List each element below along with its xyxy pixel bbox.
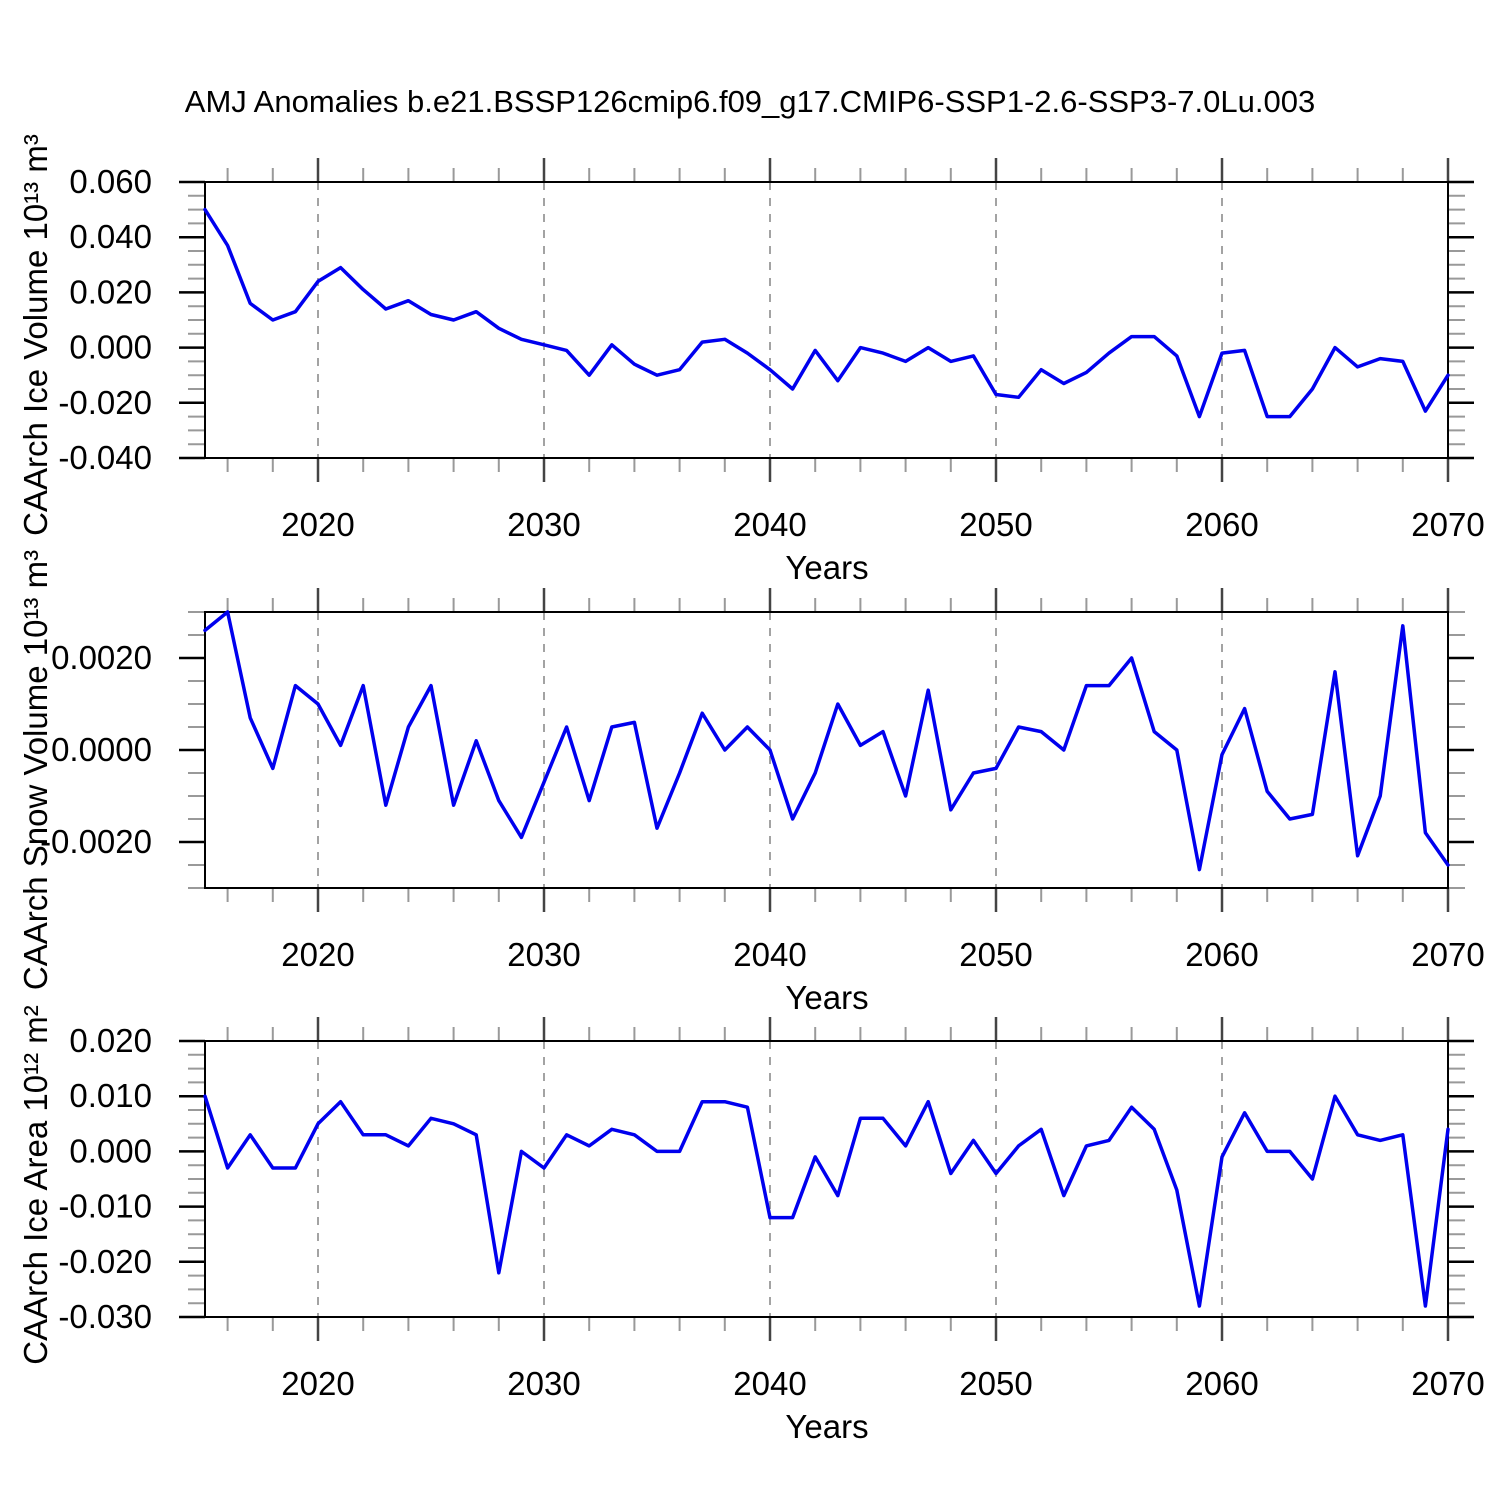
x-tick-label: 2070 [1411, 506, 1484, 543]
x-axis-label-years-middle: Years [785, 979, 869, 1016]
x-axis-label-years-top: Years [785, 549, 869, 586]
x-tick-label: 2020 [281, 936, 354, 973]
figure-title: AMJ Anomalies b.e21.BSSP126cmip6.f09_g17… [184, 84, 1316, 119]
x-tick-label: 2040 [733, 506, 806, 543]
y-tick-label: -0.0020 [40, 823, 152, 860]
plot-frame [204, 1040, 1449, 1318]
x-axis-label-years-bottom: Years [785, 1408, 869, 1445]
y-tick-label: -0.010 [58, 1188, 152, 1225]
x-tick-label: 2060 [1185, 936, 1258, 973]
x-tick-label: 2030 [507, 936, 580, 973]
x-tick-label: 2030 [507, 506, 580, 543]
y-tick-label: 0.0000 [51, 731, 152, 768]
y-tick-label: -0.030 [58, 1298, 152, 1335]
x-tick-label: 2060 [1185, 1365, 1258, 1402]
x-tick-label: 2040 [733, 936, 806, 973]
y-tick-label: -0.020 [58, 384, 152, 421]
y-tick-label: 0.020 [69, 1022, 152, 1059]
plot-frame [204, 181, 1449, 459]
data-series-line [203, 207, 1450, 419]
data-series-line [203, 1094, 1450, 1308]
y-tick-label: -0.040 [58, 439, 152, 476]
x-tick-label: 2050 [959, 936, 1032, 973]
y-tick-label: -0.020 [58, 1243, 152, 1280]
y-tick-label: 0.060 [69, 163, 152, 200]
y-tick-label: 0.020 [69, 273, 152, 310]
x-tick-label: 2060 [1185, 506, 1258, 543]
x-tick-label: 2050 [959, 506, 1032, 543]
y-tick-label: 0.000 [69, 329, 152, 366]
y-tick-label: 0.040 [69, 218, 152, 255]
x-tick-label: 2070 [1411, 1365, 1484, 1402]
x-tick-label: 2040 [733, 1365, 806, 1402]
y-tick-label: 0.010 [69, 1077, 152, 1114]
y-tick-label: 0.0020 [51, 639, 152, 676]
data-series-line [203, 610, 1450, 872]
x-tick-label: 2020 [281, 506, 354, 543]
x-tick-label: 2050 [959, 1365, 1032, 1402]
x-tick-label: 2030 [507, 1365, 580, 1402]
plot-frame [204, 611, 1449, 889]
y-tick-label: 0.000 [69, 1132, 152, 1169]
x-tick-label: 2070 [1411, 936, 1484, 973]
x-tick-label: 2020 [281, 1365, 354, 1402]
